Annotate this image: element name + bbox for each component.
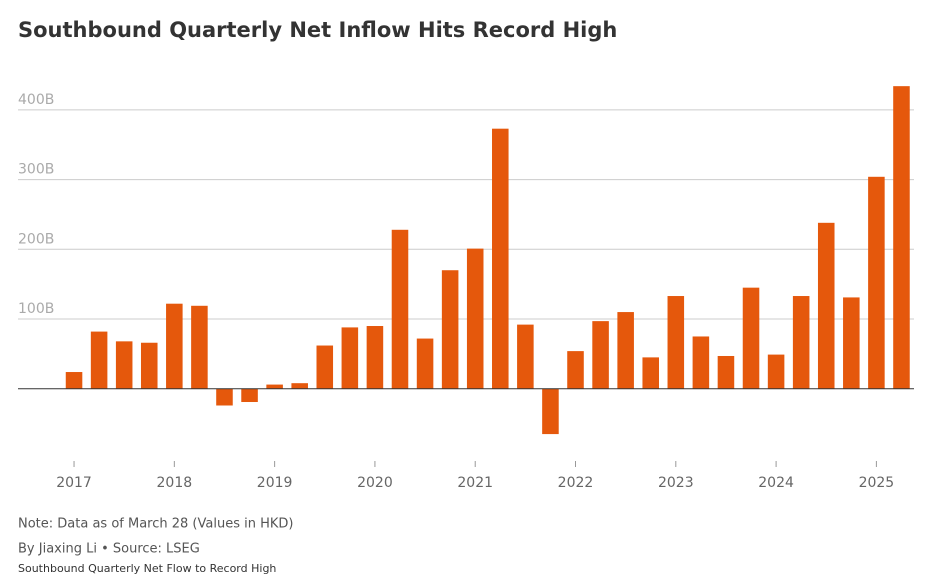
y-tick-label: 100B [18,301,54,317]
bar [266,384,283,389]
bar [316,345,334,389]
bar [391,229,409,389]
x-tick-label: 2024 [758,475,794,491]
bar [893,86,910,389]
bar [291,383,308,389]
byline: By Jiaxing Li • Source: LSEG [18,542,200,557]
note: Note: Data as of March 28 (Values in HKD… [18,517,293,532]
x-tick-label: 2019 [257,475,293,491]
bar [492,128,509,389]
y-tick-label: 200B [18,231,54,247]
x-tick-label: 2023 [658,475,694,491]
y-tick-label: 400B [18,92,54,108]
bar [140,342,158,389]
bar [667,296,685,389]
x-tick-label: 2022 [558,475,594,491]
y-tick-label: 300B [18,162,54,178]
bar [767,354,785,389]
bar [166,303,183,389]
bar [517,324,534,389]
bar [90,331,108,389]
x-tick-label: 2017 [56,475,92,491]
x-tick-label: 2025 [859,475,895,491]
bar [366,326,384,389]
x-tick-label: 2018 [157,475,193,491]
bar [441,270,459,389]
bar [868,176,885,389]
bar [466,248,484,389]
bar [792,296,810,389]
bar [341,327,359,389]
footer: Southbound Quarterly Net Flow to Record … [18,562,276,575]
bar [817,222,835,389]
bar [592,321,609,389]
x-tick-label: 2020 [357,475,393,491]
bar [717,355,735,389]
bar [216,388,233,406]
chart-title: Southbound Quarterly Net Inflow Hits Rec… [18,18,617,42]
bar [115,341,133,389]
x-tick-label: 2021 [457,475,493,491]
bar [742,287,760,389]
bar [617,312,634,389]
bar [65,372,83,389]
bar [542,388,559,435]
bar [567,351,584,389]
bar [642,357,660,389]
bar [692,336,710,389]
bar [241,388,258,403]
bar [191,305,208,389]
bar [843,297,860,389]
bar [416,338,434,389]
